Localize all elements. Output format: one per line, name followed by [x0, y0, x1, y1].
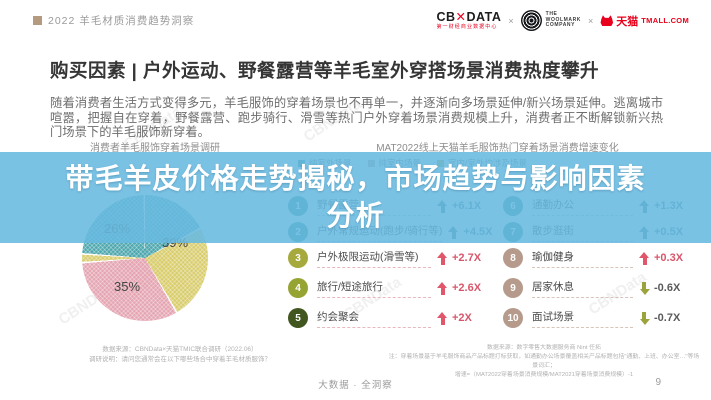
- overlay-title-line2: 分析: [326, 199, 385, 231]
- woolmark-logo: THE WOOLMARK COMPANY: [520, 10, 582, 31]
- cbndata-logo: CB✕DATA 第一财经商业数据中心: [436, 11, 501, 31]
- overlay-title-line1: 带毛羊皮价格走势揭秘，市场趋势与影响因素: [65, 163, 646, 195]
- scene-row-9: 9 居家休息 -0.6X: [503, 277, 700, 299]
- scene-label: 居家休息: [532, 279, 633, 298]
- footnote-left-line2: 调研说明：请问您通常会在以下哪些场合中穿着羊毛材质服饰？: [89, 355, 271, 363]
- growth-up-arrow-icon: [437, 251, 448, 265]
- footnote-left: 数据来源：CBNData×天猫TMIC联合调研（2022.06） 调研说明：请问…: [55, 345, 305, 365]
- growth-value: +2.7X: [452, 252, 482, 264]
- brand-logos: CB✕DATA 第一财经商业数据中心 × THE WOOLMARK COMPAN…: [436, 10, 689, 31]
- footnote-right-line2: 注：穿着场景基于羊毛服饰商品产品标题打标获取，如通勤办公场景覆盖相关产品标题包括…: [388, 353, 700, 369]
- rank-badge: 3: [288, 248, 308, 268]
- scene-label: 约会聚会: [317, 309, 431, 328]
- growth-down-arrow-icon: [639, 312, 650, 325]
- footnote-right: 数据来源：数字零售大数据服务商 Nint 任拓 注：穿着场景基于羊毛服饰商品产品…: [388, 344, 700, 379]
- rank-badge: 5: [288, 308, 308, 328]
- growth-value: +2.6X: [452, 282, 482, 294]
- woolmark-circle-icon: [520, 10, 542, 31]
- growth-up-arrow-icon: [437, 311, 448, 325]
- scene-row-3: 3 户外极限运动(滑雪等) +2.7X: [288, 247, 498, 269]
- logo-separator-x: ×: [588, 15, 594, 26]
- section-title: 购买因素 | 户外运动、野餐露营等羊毛室外穿搭场景消费热度攀升: [50, 60, 599, 81]
- tmall-logo-cn: 天猫: [616, 15, 639, 28]
- tmall-logo-en: TMALL.COM: [641, 16, 689, 25]
- footer-slogan: 大数据 · 全洞察: [318, 380, 393, 391]
- rank-badge: 10: [503, 308, 523, 328]
- woolmark-line1: THE: [545, 10, 558, 17]
- growth-down-arrow-icon: [639, 282, 650, 295]
- scene-row-8: 8 瑜伽健身 +0.3X: [503, 247, 700, 269]
- overlay-banner: 带毛羊皮价格走势揭秘，市场趋势与影响因素 分析: [0, 152, 711, 243]
- growth-value: -0.7X: [654, 312, 681, 324]
- cbndata-logo-cb: CB: [436, 9, 456, 24]
- growth-value: +2X: [452, 312, 472, 324]
- pie-chart-subtitle: 消费者羊毛服饰穿着场景调研: [90, 143, 220, 154]
- growth-value: -0.6X: [654, 282, 681, 294]
- scene-row-5: 5 约会聚会 +2X: [288, 307, 498, 329]
- section-paragraph: 随着消费者生活方式变得多元，羊毛服饰的穿着场景也不再单一，并逐渐向多场景延伸/新…: [50, 96, 663, 139]
- footnote-right-line3: 增速=（MAT2022穿着场景消费规模/MAT2021穿着场景消费规模）-1: [454, 371, 634, 378]
- rank-badge: 8: [503, 248, 523, 268]
- rank-badge: 4: [288, 278, 308, 298]
- growth-up-arrow-icon: [639, 251, 650, 265]
- page-number: 9: [655, 377, 661, 388]
- scene-row-10: 10 面试场景 -0.7X: [503, 307, 700, 329]
- scene-label: 面试场景: [532, 309, 633, 328]
- rank-badge: 9: [503, 278, 523, 298]
- logo-separator-x: ×: [508, 15, 514, 26]
- pie-label-35: 35%: [114, 279, 141, 294]
- cbndata-logo-x-icon: ✕: [455, 9, 467, 24]
- scene-label: 瑜伽健身: [532, 249, 633, 268]
- tagline-bullet-square: [33, 16, 42, 25]
- growth-value: +0.3X: [654, 252, 684, 264]
- cbndata-logo-subtitle: 第一财经商业数据中心: [436, 24, 498, 31]
- scene-row-4: 4 旅行/短途旅行 +2.6X: [288, 277, 498, 299]
- footnote-left-line1: 数据来源：CBNData×天猫TMIC联合调研（2022.06）: [102, 346, 258, 353]
- tmall-logo: 天猫 TMALL.COM: [600, 13, 689, 29]
- report-tagline: 2022 羊毛材质消费趋势洞察: [33, 13, 194, 28]
- growth-up-arrow-icon: [437, 281, 448, 295]
- woolmark-line2: WOOLMARK: [545, 16, 582, 23]
- tagline-text: 2022 羊毛材质消费趋势洞察: [48, 15, 195, 27]
- scene-label: 户外极限运动(滑雪等): [317, 249, 431, 268]
- cbndata-logo-data: DATA: [466, 9, 502, 24]
- woolmark-line3: COMPANY: [545, 22, 576, 29]
- scene-label: 旅行/短途旅行: [317, 279, 431, 298]
- footnote-right-line1: 数据来源：数字零售大数据服务商 Nint 任拓: [487, 345, 601, 351]
- tmall-cat-icon: [600, 15, 614, 26]
- ranking-chart-subtitle: MAT2022线上天猫羊毛服饰热门穿着场景消费增速变化: [376, 143, 619, 154]
